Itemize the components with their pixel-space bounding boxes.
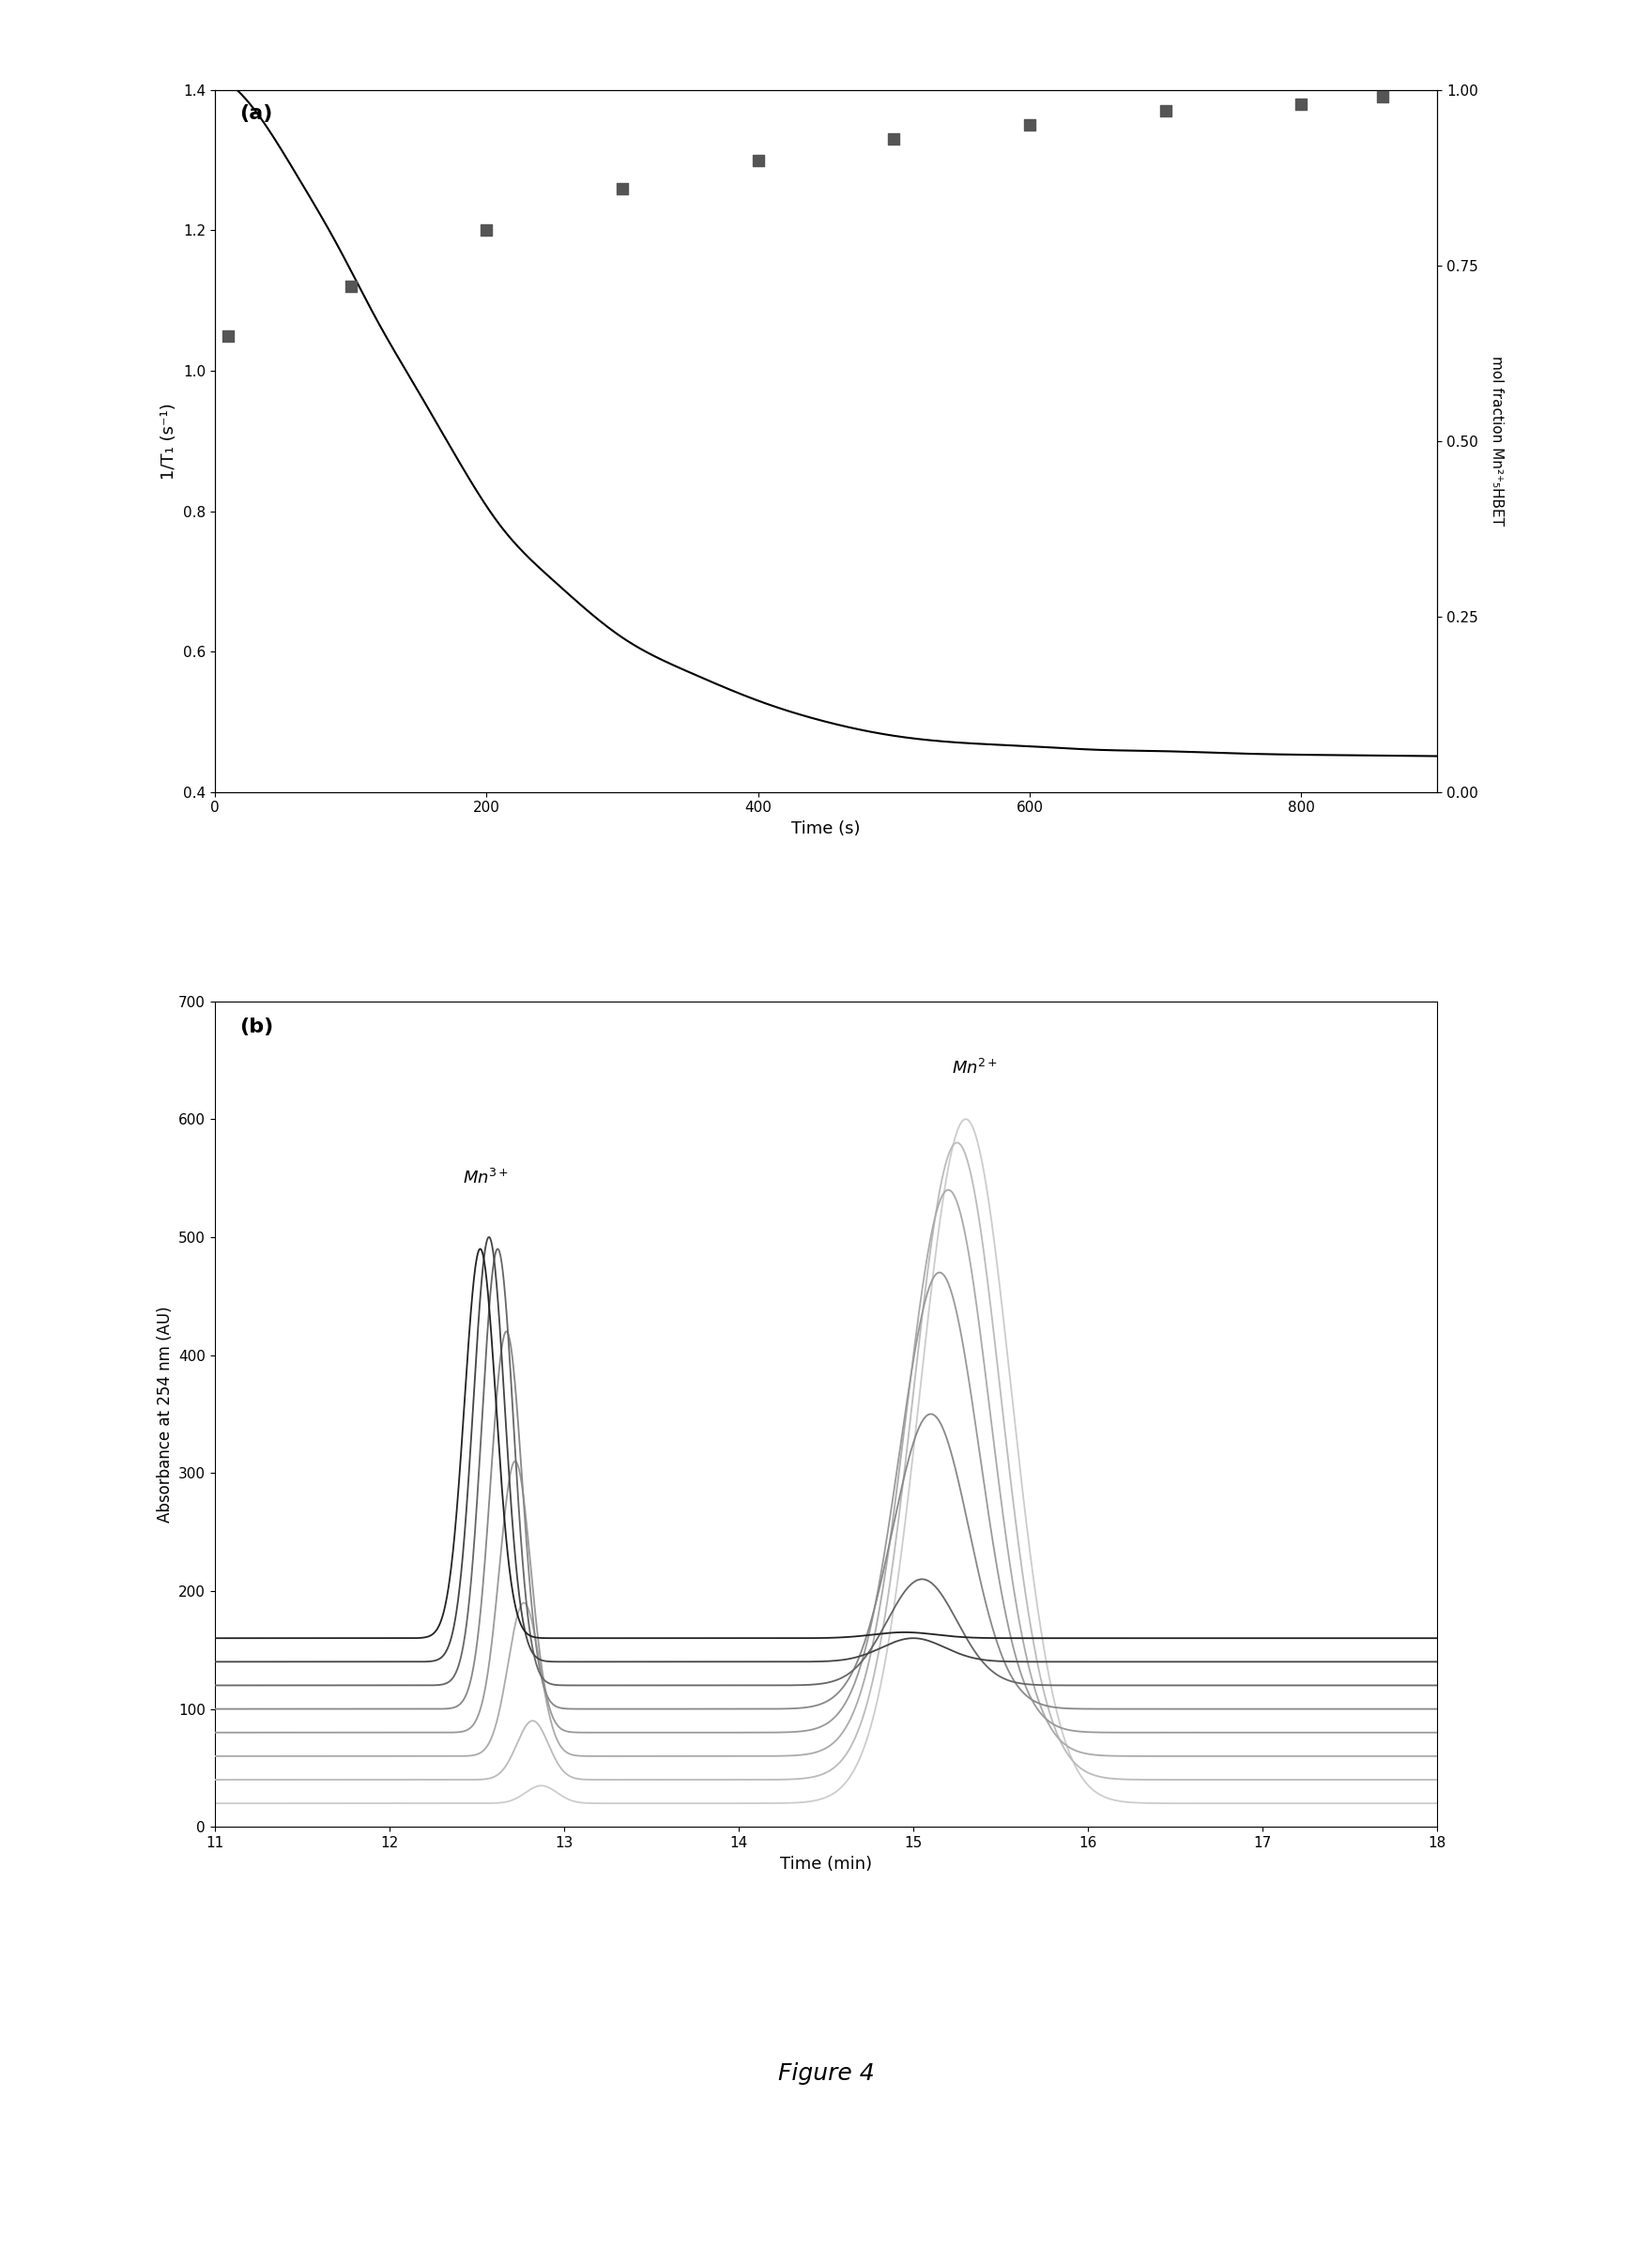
Point — [881, 121, 907, 158]
Point — [1153, 92, 1180, 128]
X-axis label: Time (s): Time (s) — [791, 821, 861, 837]
Point — [610, 171, 636, 207]
Y-axis label: Absorbance at 254 nm (AU): Absorbance at 254 nm (AU) — [157, 1305, 173, 1523]
Point — [337, 268, 363, 304]
Y-axis label: mol fraction Mn²⁺₅HBET: mol fraction Mn²⁺₅HBET — [1490, 356, 1503, 526]
Point — [215, 317, 241, 353]
Point — [472, 212, 499, 248]
Text: Figure 4: Figure 4 — [778, 2061, 874, 2084]
X-axis label: Time (min): Time (min) — [780, 1856, 872, 1872]
Text: (a): (a) — [240, 104, 273, 124]
Point — [745, 142, 771, 178]
Y-axis label: 1/T₁ (s⁻¹): 1/T₁ (s⁻¹) — [160, 403, 178, 479]
Point — [1370, 79, 1396, 115]
Point — [1016, 108, 1042, 144]
Text: (b): (b) — [240, 1017, 273, 1037]
Text: Mn$^{2+}$: Mn$^{2+}$ — [952, 1060, 998, 1078]
Text: Mn$^{3+}$: Mn$^{3+}$ — [463, 1168, 509, 1188]
Point — [1289, 86, 1315, 121]
